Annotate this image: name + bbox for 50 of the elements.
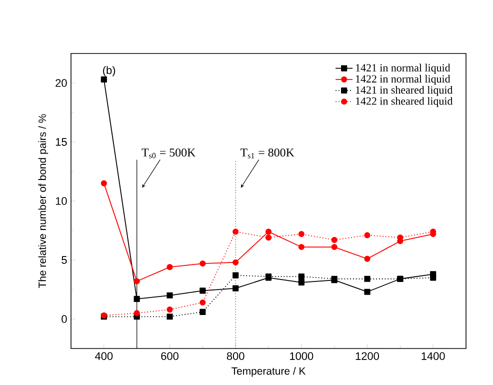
ref-line-label: T$_{s0}$ = 500K bbox=[142, 148, 196, 158]
ref-line-label: T$_{s1}$ = 800K bbox=[240, 148, 294, 158]
point bbox=[430, 274, 436, 281]
y-tick-label: 15 bbox=[56, 138, 67, 146]
point bbox=[200, 299, 206, 306]
annotation: (b) bbox=[103, 66, 116, 76]
point bbox=[166, 292, 173, 298]
point bbox=[134, 310, 140, 316]
legend-label: 1421 in sheared liquid bbox=[356, 86, 453, 96]
point bbox=[166, 306, 173, 313]
x-tick-label: 1000 bbox=[290, 352, 314, 360]
point bbox=[232, 228, 239, 235]
y-axis-title: The relative number of bond pairs / % bbox=[38, 114, 48, 288]
point bbox=[331, 244, 338, 250]
point bbox=[232, 285, 239, 292]
point bbox=[364, 232, 370, 238]
point bbox=[364, 256, 370, 262]
point bbox=[200, 288, 206, 294]
x-tick-label: 400 bbox=[95, 352, 113, 360]
point bbox=[100, 180, 107, 186]
legend-label: 1422 in normal liquid bbox=[356, 74, 450, 85]
point bbox=[232, 272, 239, 278]
legend-label: 1422 in sheared liquid bbox=[356, 97, 453, 107]
point bbox=[232, 259, 239, 266]
point bbox=[298, 244, 304, 250]
point bbox=[298, 231, 304, 238]
point bbox=[298, 273, 304, 280]
point bbox=[200, 308, 206, 315]
x-tick-label: 600 bbox=[161, 352, 178, 360]
legend-label: 1421 in normal liquid bbox=[356, 64, 450, 74]
point bbox=[166, 314, 173, 320]
point bbox=[200, 260, 206, 267]
point bbox=[166, 264, 173, 270]
x-axis-title: Temperature / K bbox=[232, 367, 306, 377]
point bbox=[100, 76, 107, 82]
x-tick-label: 1400 bbox=[422, 352, 445, 360]
point bbox=[265, 234, 272, 241]
point bbox=[265, 228, 272, 235]
y-tick-label: 10 bbox=[56, 197, 67, 205]
x-tick-label: 1200 bbox=[356, 352, 380, 360]
x-tick-label: 800 bbox=[226, 352, 244, 360]
point bbox=[134, 278, 140, 284]
y-tick-label: 20 bbox=[56, 79, 67, 87]
y-tick-label: 5 bbox=[62, 256, 67, 264]
y-tick-label: 0 bbox=[62, 315, 67, 323]
point bbox=[298, 279, 304, 286]
point bbox=[364, 288, 370, 295]
point bbox=[364, 276, 370, 282]
point bbox=[331, 236, 338, 243]
point bbox=[134, 296, 140, 302]
